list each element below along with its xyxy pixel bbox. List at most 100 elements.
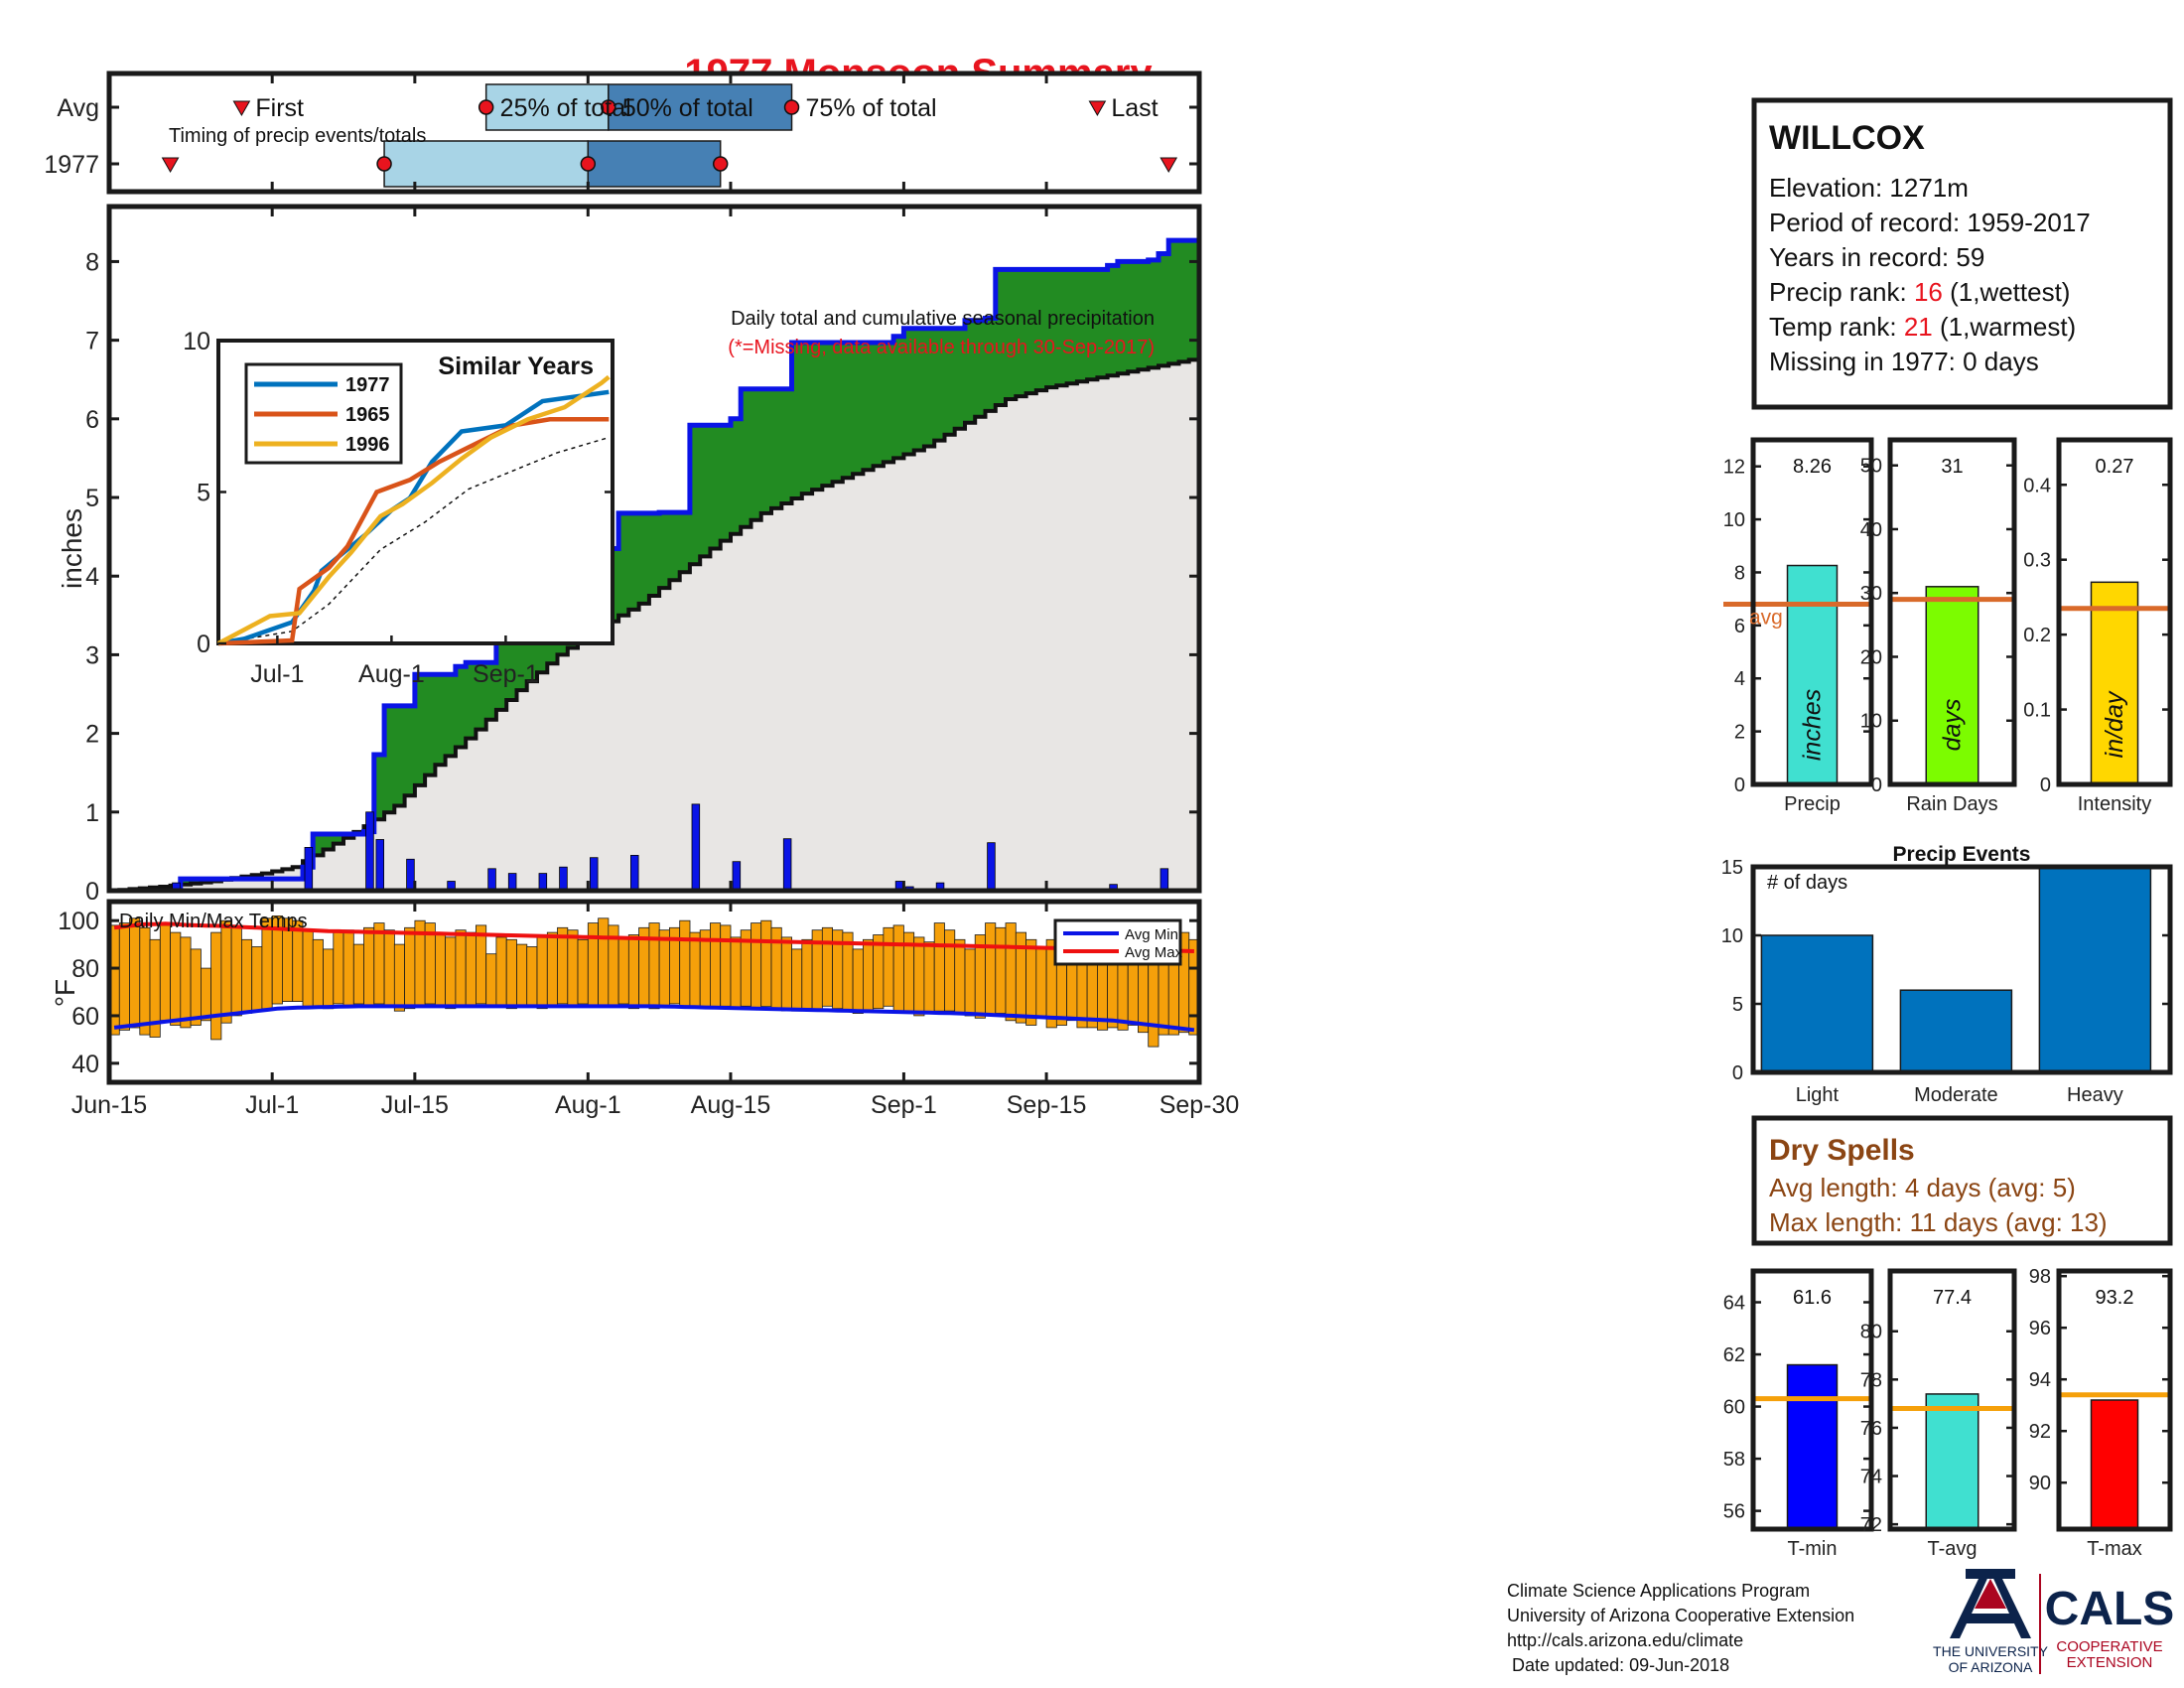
t_max-value-bar bbox=[2090, 1399, 2139, 1530]
timing-label-first: First bbox=[255, 94, 304, 122]
precip_precip-average-label: avg bbox=[1749, 606, 1783, 629]
station-detail-label: Missing in 1977: 0 days bbox=[1769, 347, 2039, 376]
daily-temp-range-bar bbox=[180, 936, 192, 1029]
daily-temp-range-bar bbox=[791, 948, 803, 1012]
t_min-axes-frame bbox=[1750, 1268, 1874, 1532]
timing-label-75: 75% of total bbox=[806, 94, 937, 122]
station-detail-rank: 21 bbox=[1904, 312, 1933, 342]
precip-events-category-label: Light bbox=[1796, 1084, 1840, 1106]
station-detail-label: Temp rank: bbox=[1769, 312, 1904, 342]
cals-logo-text: CALS bbox=[2045, 1583, 2175, 1635]
footer-credits: Climate Science Applications Program Uni… bbox=[1507, 1581, 1854, 1675]
intensity-y-tick-label: 0.1 bbox=[2023, 700, 2051, 722]
timing-marker-75-1977 bbox=[712, 156, 729, 172]
daily-temp-range-bar bbox=[883, 926, 894, 1007]
t_avg-value-label: 77.4 bbox=[1933, 1287, 1972, 1309]
station-detail-suffix: (1,warmest) bbox=[1933, 312, 2076, 342]
inset-y-tick-label: 0 bbox=[197, 631, 210, 658]
daily-precip-bar bbox=[691, 803, 701, 892]
timing-marker-25-Avg bbox=[478, 99, 494, 115]
timing-marker-75-Avg bbox=[783, 99, 800, 115]
footer-line-2: University of Arizona Cooperative Extens… bbox=[1507, 1606, 1854, 1625]
t_avg-y-tick-label: 80 bbox=[1860, 1322, 1882, 1343]
daily-temp-range-bar bbox=[780, 936, 792, 1012]
timing-first-triangle-1977 bbox=[161, 157, 180, 174]
footer-line-1: Climate Science Applications Program bbox=[1507, 1581, 1810, 1601]
timing-box-50-75-Avg bbox=[608, 83, 793, 131]
precip-y-tick-label: 6 bbox=[85, 406, 99, 434]
x-axis-tick-label: Aug-15 bbox=[691, 1091, 771, 1119]
daily-temp-range-bar bbox=[892, 924, 904, 1014]
x-axis-tick-label: Jul-15 bbox=[381, 1091, 449, 1119]
t_min-y-tick-label: 62 bbox=[1723, 1344, 1745, 1366]
precip-events-y-tick-label: 5 bbox=[1732, 994, 1743, 1016]
t_max-y-tick-label: 90 bbox=[2029, 1473, 2051, 1494]
precip-y-tick-label: 1 bbox=[85, 799, 99, 827]
rain_days-category-label: Rain Days bbox=[1906, 793, 1997, 815]
daily-precip-bar bbox=[365, 811, 374, 892]
daily-temp-range-bar bbox=[944, 929, 956, 1012]
legend-avg-min-label: Avg Min bbox=[1125, 926, 1178, 943]
precip-events-title: Precip Events bbox=[1893, 843, 2031, 866]
dry-spells-title: Dry Spells bbox=[1769, 1134, 1915, 1167]
x-axis-tick-label: Jul-1 bbox=[245, 1091, 299, 1119]
dry-spells-avg-length: Avg length: 4 days (avg: 5) bbox=[1769, 1173, 2076, 1202]
daily-temp-range-bar bbox=[557, 926, 569, 1005]
timing-first-triangle-Avg bbox=[232, 100, 251, 117]
station-detail-line: Precip rank: 16 (1,wettest) bbox=[1769, 277, 2070, 307]
daily-temp-range-bar bbox=[342, 929, 354, 1007]
daily-temp-range-bar bbox=[730, 936, 742, 1010]
daily-precip-bar bbox=[538, 873, 548, 892]
rain_days-y-tick-label: 0 bbox=[1871, 774, 1882, 796]
t_avg-y-tick-label: 74 bbox=[1860, 1467, 1882, 1488]
t_min-category-label: T-min bbox=[1788, 1538, 1838, 1560]
timing-label-last: Last bbox=[1111, 94, 1158, 122]
x-axis-tick-label: Aug-1 bbox=[555, 1091, 621, 1119]
precip-panel-subtitle: (*=Missing, data available through 30-Se… bbox=[728, 337, 1155, 358]
daily-temp-range-bar bbox=[240, 938, 253, 1014]
avg-max-temp-line bbox=[113, 921, 1194, 953]
t_min-y-tick-label: 58 bbox=[1723, 1449, 1745, 1471]
ua-logo-text-2: OF ARIZONA bbox=[1949, 1659, 2033, 1675]
daily-temp-range-bar bbox=[485, 953, 497, 1007]
precip-y-tick-label: 4 bbox=[85, 563, 99, 591]
block-a-logo-mark bbox=[1950, 1572, 2031, 1638]
x-axis-tick-label: Sep-1 bbox=[871, 1091, 937, 1119]
daily-temp-range-bar bbox=[689, 931, 701, 1007]
precip-y-axis-label: inches bbox=[57, 508, 87, 589]
daily-temp-range-bar bbox=[720, 924, 732, 1007]
cals-logo: CALS COOPERATIVE EXTENSION bbox=[2045, 1583, 2175, 1671]
station-detail-label: Elevation: 1271m bbox=[1769, 173, 1969, 203]
station-name: WILLCOX bbox=[1769, 119, 1925, 157]
temps-y-tick-label: 80 bbox=[71, 955, 99, 983]
rain_days-y-tick-label: 30 bbox=[1860, 583, 1882, 605]
precip_precip-y-tick-label: 2 bbox=[1734, 722, 1745, 744]
station-detail-label: Precip rank: bbox=[1769, 277, 1914, 307]
precip-events-y-tick-label: 0 bbox=[1732, 1062, 1743, 1084]
dry-spells-max-length: Max length: 11 days (avg: 13) bbox=[1769, 1207, 2108, 1237]
daily-temp-range-bar bbox=[404, 926, 416, 1010]
daily-temp-range-bar bbox=[923, 941, 935, 1014]
daily-temp-range-bar bbox=[995, 926, 1007, 1014]
station-detail-label: Period of record: 1959-2017 bbox=[1769, 208, 2091, 237]
daily-precip-bar bbox=[987, 842, 996, 892]
daily-temp-range-bar bbox=[475, 924, 487, 1005]
temps-y-tick-label: 40 bbox=[71, 1051, 99, 1078]
daily-temp-range-bar bbox=[292, 919, 304, 1003]
footer-line-4: Date updated: 09-Jun-2018 bbox=[1507, 1655, 1729, 1675]
precip_precip-y-tick-label: 0 bbox=[1734, 774, 1745, 796]
t_max-axes-frame bbox=[2056, 1268, 2173, 1532]
precip-events-bar-heavy bbox=[2038, 866, 2152, 1073]
daily-temp-range-bar bbox=[526, 946, 538, 1007]
timing-marker-50-Avg bbox=[601, 99, 616, 115]
station-info-box: WILLCOX Elevation: 1271m Period of record… bbox=[1751, 97, 2173, 410]
t_avg-y-tick-label: 76 bbox=[1860, 1418, 1882, 1440]
t_avg-y-tick-label: 78 bbox=[1860, 1369, 1882, 1391]
precip-events-category-label: Heavy bbox=[2067, 1084, 2123, 1106]
footer-line-3: http://cals.arizona.edu/climate bbox=[1507, 1630, 1743, 1650]
daily-temp-range-bar bbox=[363, 926, 375, 1007]
t_max-value-label: 93.2 bbox=[2096, 1287, 2134, 1309]
panel-rain_days: 0 10 20 30 40 50 31 Rain Days days bbox=[1860, 437, 2017, 815]
